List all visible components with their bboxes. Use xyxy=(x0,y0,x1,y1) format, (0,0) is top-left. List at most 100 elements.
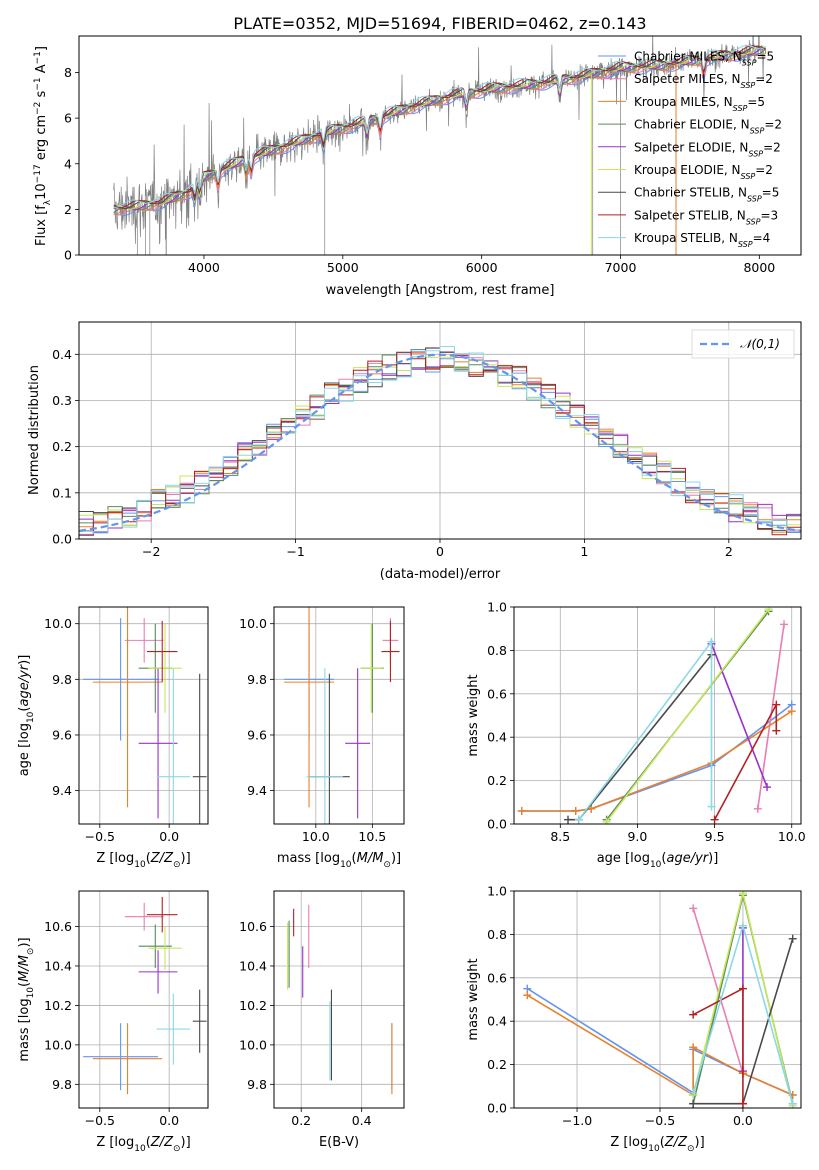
axes-frame: 4000 5000 6000 7000 8000 0 2 4 6 8 Chabrier MILES,… xyxy=(33,35,802,298)
label-part: −2 xyxy=(33,102,43,115)
axes-border xyxy=(273,606,405,825)
y-tick-label: 0.4 xyxy=(487,1014,507,1029)
legend-label-text: Chabrier STELIB, N xyxy=(634,186,747,200)
weight-vs-metallicity-axes: −1.0 −0.5 0.0 0.0 0.2 0.4 0.6 0.8 1.0 Z [log10(Z/… xyxy=(466,884,802,1154)
age-vs-metallicity-axes: −0.5 0.09.49.69.810.0Z [log10(Z/Z⊙)]age [… xyxy=(17,606,209,870)
x-tick-label: 4000 xyxy=(188,260,220,275)
x-axis-label: wavelength [Angstrom, rest frame] xyxy=(326,283,555,298)
x-tick-label: 0.2 xyxy=(291,1113,311,1128)
x-tick-label: 7000 xyxy=(605,260,637,275)
label-part: 10 xyxy=(134,1144,146,1154)
y-tick-label: 9.8 xyxy=(52,1077,72,1092)
label-part: 10 xyxy=(340,860,352,870)
legend-label-sub: SSP xyxy=(733,103,748,112)
x-tick-label: 10.5 xyxy=(358,829,386,844)
legend-label-sub: SSP xyxy=(750,126,765,135)
y-tick-label: 6 xyxy=(64,111,72,126)
y-tick-label: 10.0 xyxy=(44,616,72,631)
y-axis-label: Flux [fλ10−17 erg cm−2 s−1 A−1] xyxy=(33,46,53,246)
y-axis-label: Normed distribution xyxy=(27,365,42,495)
x-tick-label: −2 xyxy=(142,544,160,559)
weight-series-line xyxy=(713,704,778,821)
label-part: ( xyxy=(146,1135,151,1150)
weight-series-line xyxy=(710,643,768,788)
legend-label-n: =5 xyxy=(762,186,780,200)
spectrum-axes: 4000 5000 6000 7000 8000 0 2 4 6 8 Chabrier MILES,… xyxy=(33,35,802,298)
x-tick-label: 0.4 xyxy=(352,1113,372,1128)
legend-label-text: Chabrier ELODIE, N xyxy=(634,118,750,132)
legend-label: Kroupa MILES, NSSP=5 xyxy=(634,95,765,113)
legend-label-text: Chabrier MILES, N xyxy=(634,50,742,64)
label-part: ( xyxy=(352,851,357,866)
label-part: Normed distribution xyxy=(27,365,42,495)
plot-area xyxy=(517,607,796,824)
y-tick-label: 0.0 xyxy=(487,817,507,832)
label-part: M/M xyxy=(17,955,32,982)
label-part: ⊙ xyxy=(687,1144,695,1154)
label-part: Z/Z xyxy=(150,1135,174,1150)
label-part: )] xyxy=(695,1135,705,1150)
y-tick-label: 0.0 xyxy=(487,1101,507,1116)
y-tick-label: 10.0 xyxy=(239,1037,267,1052)
label-part: (data-model)/error xyxy=(380,567,501,582)
legend-label-text: Salpeter STELIB, N xyxy=(634,208,746,222)
plot-area xyxy=(284,607,400,824)
y-tick-label: 0.0 xyxy=(52,532,72,547)
label-part: erg cm xyxy=(34,115,49,164)
legend-label-text: Kroupa ELODIE, N xyxy=(634,163,741,177)
plot-area xyxy=(79,346,801,539)
histogram-step xyxy=(79,346,801,534)
x-tick-label: 5000 xyxy=(327,260,359,275)
y-tick-label: 10.2 xyxy=(239,998,267,1013)
normal-reference-curve xyxy=(79,353,801,532)
label-part: −1 xyxy=(33,51,43,64)
label-part: −17 xyxy=(33,164,43,183)
legend-label: Kroupa STELIB, NSSP=4 xyxy=(634,231,770,249)
y-tick-label: 1.0 xyxy=(487,884,507,899)
weight-series-line xyxy=(521,710,793,812)
legend-label-n: =4 xyxy=(753,231,771,245)
axes-frame: 0.2 0.4 9.8 10.0 10.2 10.4 10.6 E(B-V) xyxy=(239,890,405,1150)
legend-label-text: Salpeter MILES, N xyxy=(634,72,741,86)
x-tick-label: −1.0 xyxy=(562,1113,592,1128)
y-tick-label: 0 xyxy=(64,248,72,263)
histogram-legend: 𝒩(0,1) xyxy=(691,329,795,359)
x-tick-label: 9.5 xyxy=(705,829,725,844)
age-vs-mass-axes: 10.0 10.5 9.4 9.6 9.8 10.0 mass [log10(M/M⊙)] xyxy=(239,606,405,870)
x-tick-label: 0 xyxy=(436,544,444,559)
plot-area xyxy=(287,904,393,1095)
legend-label-n: =2 xyxy=(764,118,782,132)
legend-label-n: =2 xyxy=(755,163,773,177)
label-part: 10 xyxy=(34,183,49,200)
x-axis-label: Z [log10(Z/Z⊙)] xyxy=(96,851,190,870)
weight-series-line xyxy=(757,624,785,809)
x-tick-label: 8000 xyxy=(743,260,775,275)
label-part: )] xyxy=(17,655,32,665)
x-tick-label: 0.0 xyxy=(733,1113,753,1128)
label-part: 10 xyxy=(26,987,36,999)
label-part: 10 xyxy=(134,860,146,870)
x-axis-label: mass [log10(M/M⊙)] xyxy=(277,851,401,870)
plot-area xyxy=(113,36,767,255)
legend-label-sub: SSP xyxy=(746,217,761,226)
y-tick-label: 2 xyxy=(64,202,72,217)
label-part: ( xyxy=(146,851,151,866)
x-axis-label: age [log10(age/yr)] xyxy=(597,851,719,870)
label-part: 10 xyxy=(26,711,36,723)
label-part: ( xyxy=(17,982,32,987)
x-tick-label: 9.0 xyxy=(627,829,647,844)
y-tick-label: 10.4 xyxy=(239,958,267,973)
mass-vs-metallicity-axes: −0.5 0.09.810.010.210.410.6Z [log10(Z/Z⊙)… xyxy=(17,890,209,1154)
label-part: Z [log xyxy=(610,1135,648,1150)
y-tick-label: 4 xyxy=(64,156,72,171)
legend-label: Salpeter MILES, NSSP=2 xyxy=(634,72,773,90)
label-part: s xyxy=(34,90,49,101)
axes-border xyxy=(78,890,209,1109)
y-tick-label: 10.6 xyxy=(44,919,72,934)
axes-frame: −0.5 0.09.49.69.810.0Z [log10(Z/Z⊙)]age [… xyxy=(17,606,209,870)
x-tick-label: −0.5 xyxy=(85,1113,115,1128)
label-part: ( xyxy=(17,707,32,712)
y-tick-label: 0.1 xyxy=(52,485,72,500)
x-tick-label: 1 xyxy=(580,544,588,559)
y-tick-label: 0.2 xyxy=(52,439,72,454)
